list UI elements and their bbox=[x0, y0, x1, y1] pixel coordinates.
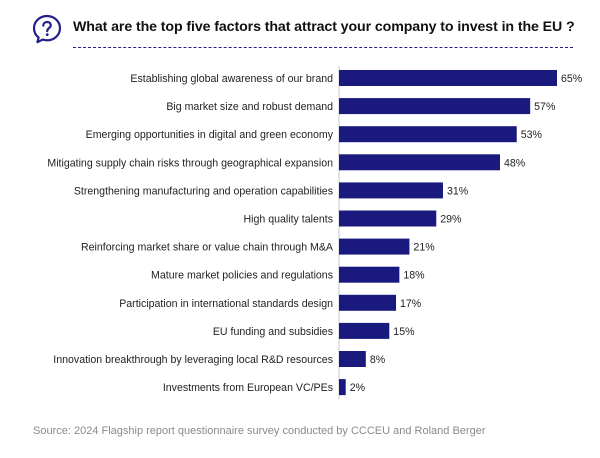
value-label: 57% bbox=[534, 101, 556, 113]
value-label: 8% bbox=[370, 354, 386, 366]
value-label: 65% bbox=[561, 73, 583, 85]
value-label: 15% bbox=[393, 326, 415, 338]
category-label: Mature market policies and regulations bbox=[151, 270, 333, 282]
chart-header: What are the top five factors that attra… bbox=[0, 0, 600, 54]
bar bbox=[339, 154, 500, 171]
chart-title: What are the top five factors that attra… bbox=[73, 19, 575, 35]
category-label: Mitigating supply chain risks through ge… bbox=[47, 157, 333, 169]
value-label: 29% bbox=[440, 214, 462, 226]
category-label: High quality talents bbox=[243, 214, 333, 226]
bar bbox=[339, 210, 437, 227]
value-label: 17% bbox=[400, 298, 422, 310]
category-label: Investments from European VC/PEs bbox=[163, 382, 333, 394]
bar bbox=[339, 266, 400, 283]
category-label: EU funding and subsidies bbox=[213, 326, 333, 338]
bar bbox=[339, 182, 443, 199]
value-label: 2% bbox=[350, 382, 366, 394]
title-divider bbox=[73, 47, 573, 48]
category-label: Emerging opportunities in digital and gr… bbox=[86, 129, 334, 141]
question-mark-icon bbox=[32, 14, 62, 44]
bar bbox=[339, 70, 557, 86]
category-label: Participation in international standards… bbox=[119, 298, 333, 310]
value-label: 48% bbox=[504, 157, 526, 169]
value-label: 18% bbox=[403, 270, 425, 282]
category-label: Establishing global awareness of our bra… bbox=[130, 73, 333, 85]
bar bbox=[339, 379, 346, 396]
category-label: Innovation breakthrough by leveraging lo… bbox=[53, 354, 333, 366]
category-label: Strengthening manufacturing and operatio… bbox=[74, 185, 333, 197]
value-label: 21% bbox=[413, 242, 435, 254]
bar bbox=[339, 351, 366, 367]
bar bbox=[339, 98, 531, 115]
value-label: 31% bbox=[447, 185, 469, 197]
source-note: Source: 2024 Flagship report questionnai… bbox=[33, 425, 486, 437]
bar bbox=[339, 126, 517, 143]
bar bbox=[339, 238, 410, 255]
bar bbox=[339, 294, 397, 311]
value-label: 53% bbox=[521, 129, 543, 141]
bar bbox=[339, 322, 390, 339]
category-label: Big market size and robust demand bbox=[166, 101, 333, 113]
category-label: Reinforcing market share or value chain … bbox=[81, 242, 334, 254]
